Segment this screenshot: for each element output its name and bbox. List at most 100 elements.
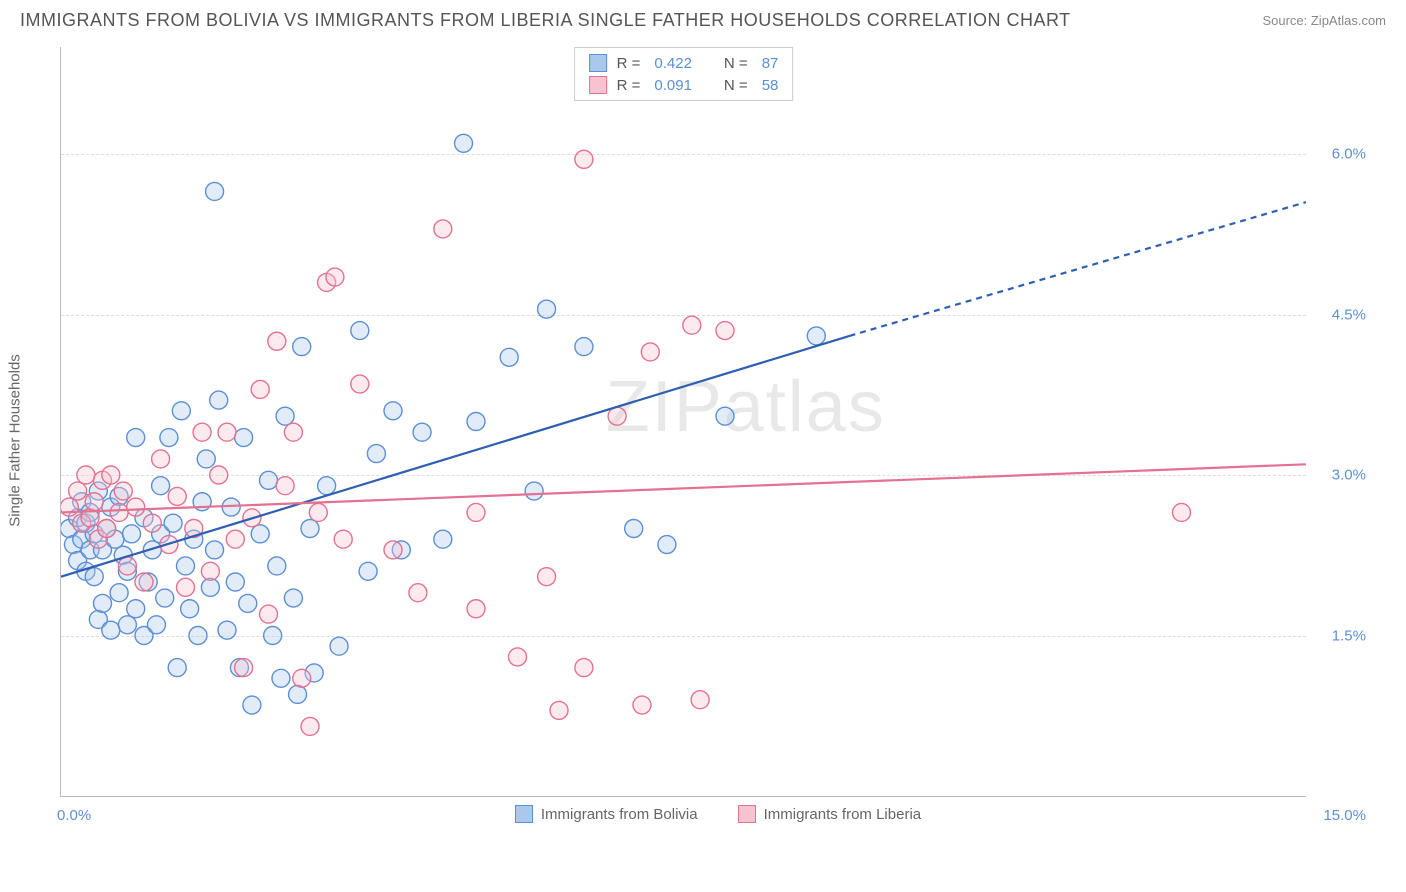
data-point [284,423,302,441]
r-value-liberia: 0.091 [654,77,692,94]
data-point [110,584,128,602]
swatch-liberia [589,76,607,94]
y-tick-label: 1.5% [1332,627,1366,644]
data-point [114,482,132,500]
data-point [218,621,236,639]
data-point [301,717,319,735]
trend-line-extension [850,202,1307,336]
data-point [226,573,244,591]
data-point [351,322,369,340]
swatch-bolivia-bottom [515,805,533,823]
data-point [284,589,302,607]
data-point [135,573,153,591]
data-point [164,514,182,532]
data-point [168,659,186,677]
data-point [268,557,286,575]
data-point [118,557,136,575]
data-point [683,316,701,334]
data-point [160,429,178,447]
data-point [467,600,485,618]
data-point [413,423,431,441]
data-point [330,637,348,655]
data-point [94,594,112,612]
data-point [359,562,377,580]
data-point [467,413,485,431]
r-label: R = [617,55,641,72]
data-point [326,268,344,286]
data-point [538,300,556,318]
data-point [210,391,228,409]
trend-line [61,336,850,577]
correlation-legend: R = 0.422 N = 87 R = 0.091 N = 58 [574,47,794,101]
data-point [641,343,659,361]
data-point [268,332,286,350]
data-point [509,648,527,666]
data-point [293,338,311,356]
data-point [367,445,385,463]
legend-row-liberia: R = 0.091 N = 58 [589,74,779,96]
data-point [434,220,452,238]
data-point [807,327,825,345]
data-point [156,589,174,607]
data-point [301,520,319,538]
data-point [143,514,161,532]
data-point [168,487,186,505]
n-label: N = [724,77,748,94]
data-point [633,696,651,714]
data-point [260,471,278,489]
data-point [98,520,116,538]
data-point [152,477,170,495]
data-point [467,503,485,521]
data-point [206,182,224,200]
data-point [384,541,402,559]
data-point [147,616,165,634]
data-point [334,530,352,548]
data-point [235,659,253,677]
data-point [691,691,709,709]
data-point [201,578,219,596]
data-point [197,450,215,468]
swatch-liberia-bottom [738,805,756,823]
n-label: N = [724,55,748,72]
data-point [226,530,244,548]
data-point [110,503,128,521]
data-point [538,568,556,586]
legend-label-liberia: Immigrants from Liberia [764,806,922,823]
data-point [243,696,261,714]
data-point [210,466,228,484]
y-tick-label: 6.0% [1332,146,1366,163]
y-tick-label: 3.0% [1332,467,1366,484]
data-point [189,627,207,645]
data-point [152,450,170,468]
data-point [127,429,145,447]
data-point [309,503,327,521]
legend-item-bolivia: Immigrants from Bolivia [515,805,698,823]
plot-area: ZIPatlas R = 0.422 N = 87 R = 0.091 N = … [60,47,1306,797]
source-attribution: Source: ZipAtlas.com [1262,13,1386,28]
n-value-bolivia: 87 [762,55,779,72]
data-point [293,669,311,687]
chart-title: IMMIGRANTS FROM BOLIVIA VS IMMIGRANTS FR… [20,10,1071,31]
data-point [289,685,307,703]
legend-row-bolivia: R = 0.422 N = 87 [589,52,779,74]
data-point [575,150,593,168]
swatch-bolivia [589,54,607,72]
data-point [235,429,253,447]
data-point [69,482,87,500]
r-label: R = [617,77,641,94]
data-point [276,477,294,495]
data-point [384,402,402,420]
series-legend: Immigrants from Bolivia Immigrants from … [50,805,1386,823]
data-point [193,423,211,441]
data-point [575,659,593,677]
data-point [318,477,336,495]
data-point [455,134,473,152]
data-point [500,348,518,366]
data-point [658,536,676,554]
trend-line [61,464,1306,512]
data-point [716,407,734,425]
data-point [409,584,427,602]
data-point [181,600,199,618]
data-point [127,600,145,618]
chart-container: Single Father Households ZIPatlas R = 0.… [50,37,1386,827]
